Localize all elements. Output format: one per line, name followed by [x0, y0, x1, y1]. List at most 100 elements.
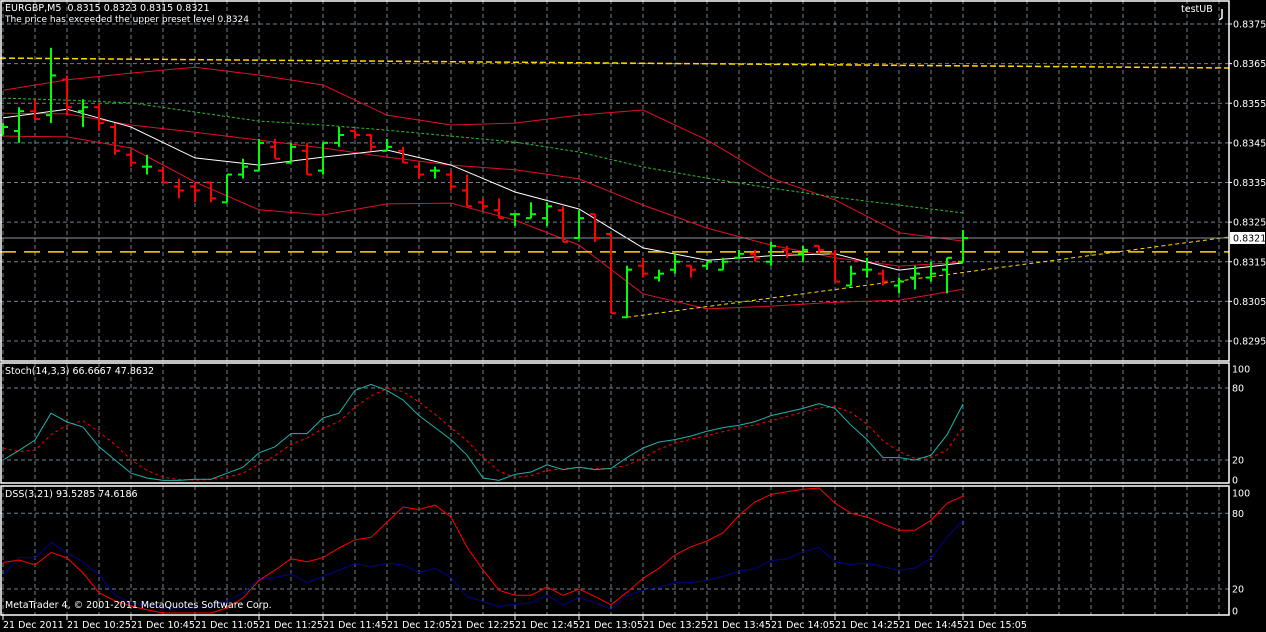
ohlc-bar [30, 99, 40, 121]
ohlc-bar [494, 198, 504, 220]
ohlc-bar [526, 202, 536, 220]
ohlc-bar [174, 178, 184, 199]
time-axis-label: 21 Dec 11:05 [195, 620, 259, 631]
ohlc-bar [398, 146, 408, 164]
ohlc-bar [158, 166, 168, 184]
ohlc-bar [46, 47, 56, 124]
ohlc-bar [462, 174, 472, 208]
time-axis-label: 21 Dec 14:05 [771, 620, 835, 631]
dss-axis-label: 100 [1232, 489, 1250, 500]
ohlc-bar [14, 107, 24, 143]
price-axis-label: 0.8345 [1233, 138, 1266, 149]
ohlc-bar [430, 166, 440, 179]
ohlc-bar [878, 269, 888, 286]
price-axis-label: 0.8315 [1233, 257, 1266, 268]
time-axis-label: 21 Dec 12:25 [451, 620, 515, 631]
price-axis-label: 0.8375 [1233, 20, 1266, 31]
time-axis-label: 21 Dec 14:45 [899, 620, 963, 631]
ohlc-bar [942, 256, 952, 294]
ohlc-bar [606, 233, 616, 315]
ohlc-bar [446, 170, 456, 191]
ohlc-bar [638, 257, 648, 278]
stoch-panel-frame [0, 362, 1230, 484]
dss-panel-frame [0, 485, 1230, 616]
stoch-main-line [2, 383, 964, 481]
ohlc-bar [62, 75, 72, 116]
price-axis-label: 0.8365 [1233, 59, 1266, 70]
current-price-box [1230, 231, 1265, 244]
stoch-axis-label: 20 [1232, 456, 1244, 467]
price-axis-label: 0.8335 [1233, 178, 1266, 189]
main-panel-frame [0, 0, 1230, 362]
ohlc-bar [894, 277, 904, 294]
ohlc-bar [302, 142, 312, 176]
ohlc-bar [750, 249, 760, 262]
ohlc-bar [334, 127, 344, 147]
ohlc-bar [814, 244, 824, 254]
ohlc-bar [846, 265, 856, 287]
ohlc-bar [350, 129, 360, 139]
ohlc-bar [542, 202, 552, 227]
ohlc-bar [702, 260, 712, 270]
price-axis-label: 0.8325 [1233, 218, 1266, 229]
upper-band-line [2, 66, 964, 242]
time-axis-label: 21 Dec 11:45 [323, 620, 387, 631]
ohlc-bar [686, 264, 696, 278]
dss-signal-line [2, 519, 964, 610]
ohlc-bar [110, 123, 120, 155]
price-axis-label: 0.8305 [1233, 297, 1266, 308]
ohlc-bar [654, 269, 664, 282]
time-axis-label: 21 Dec 10:45 [131, 620, 195, 631]
chart-object-marker [1218, 9, 1223, 21]
stoch-axis-label: 80 [1232, 384, 1244, 395]
price-bars [0, 47, 968, 319]
copyright-text: MetaTrader 4, © 2001-2011 MetaQuotes Sof… [5, 600, 272, 611]
ohlc-bar [830, 249, 840, 283]
stoch-axis-label: 100 [1232, 365, 1250, 376]
slow-ma-line [2, 97, 964, 214]
ohlc-bar [926, 261, 936, 282]
ohlc-bar [190, 182, 200, 203]
ohlc-bar [622, 265, 632, 319]
ohlc-bar [558, 206, 568, 243]
ohlc-bar [206, 181, 216, 203]
dss-axis-label: 0 [1232, 607, 1238, 618]
ohlc-bar [590, 213, 600, 242]
time-axis-label: 21 Dec 13:25 [643, 620, 707, 631]
time-axis-label: 21 Dec 13:45 [707, 620, 771, 631]
ohlc-bar [766, 241, 776, 266]
time-axis-label: 21 Dec 10:25 [67, 620, 131, 631]
current-price-label: 0.8321 [1233, 233, 1266, 244]
lower-band-line [2, 135, 964, 310]
ohlc-bar [798, 245, 808, 262]
stoch-axis-label: 0 [1232, 476, 1238, 487]
stoch-signal-line [2, 387, 964, 481]
ohlc-bar [782, 245, 792, 258]
indicator-overlays [0, 57, 1230, 318]
ohlc-bar [238, 158, 248, 179]
dss-axis-label: 80 [1232, 509, 1244, 520]
dss-label: DSS(3,21) 93.5285 74.6186 [5, 489, 138, 500]
ohlc-bar [318, 141, 328, 175]
ohlc-bar [382, 138, 392, 152]
ohlc-bar [414, 162, 424, 179]
time-axis-label: 21 Dec 12:05 [387, 620, 451, 631]
ohlc-bar [734, 249, 744, 259]
price-axis-label: 0.8295 [1233, 337, 1266, 348]
alert-message: The price has exceeded the upper preset … [5, 15, 250, 25]
ohlc-bar [958, 230, 968, 263]
ohlc-bar [510, 213, 520, 227]
ohlc-bar [910, 265, 920, 290]
dss-axis-label: 20 [1232, 585, 1244, 596]
ohlc-bar [94, 103, 104, 131]
indicator-subwindows [2, 383, 964, 614]
ohlc-bar [78, 99, 88, 128]
axes: 0.8375 0.8365 0.8355 0.8345 0.8335 0.8325 0.83… [2, 20, 1266, 631]
ohlc-bar [270, 138, 280, 160]
expert-name: testUB [1181, 4, 1213, 15]
ohlc-bar [222, 173, 232, 204]
time-axis-label: 21 Dec 11:25 [259, 620, 323, 631]
symbol-info: EURGBP,M5 0.8315 0.8323 0.8315 0.8321 [5, 3, 210, 14]
ohlc-bar [126, 150, 136, 167]
